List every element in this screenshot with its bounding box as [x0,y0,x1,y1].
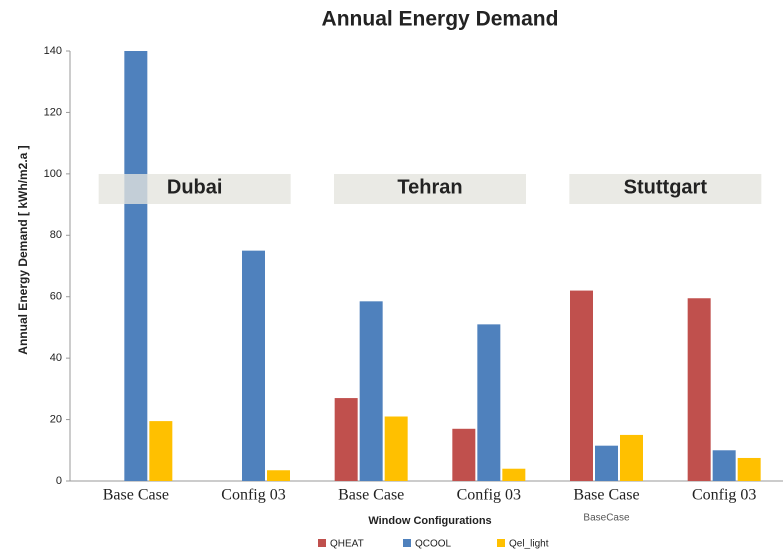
bar [242,250,265,481]
x-tick-label: Config 03 [457,487,521,504]
y-tick-label: 20 [50,413,62,425]
group-banner [334,174,526,204]
x-tick-label: Base Case [338,487,404,504]
y-tick-label: 80 [50,229,62,241]
legend-label: Qel_light [509,539,549,550]
y-tick-label: 120 [44,106,62,118]
bar [570,290,593,481]
bar [267,470,290,481]
group-label: Stuttgart [624,176,708,198]
legend-swatch [318,539,326,547]
y-tick-label: 60 [50,291,62,303]
legend-swatch [403,539,411,547]
x-tick-label: Base Case [103,487,169,504]
bar [334,398,358,481]
bar [687,298,711,481]
bar [477,324,501,481]
group-label: Tehran [397,176,462,198]
bar [620,434,643,481]
x-tick-label: Config 03 [221,487,285,504]
y-axis-label: Annual Energy Demand [ kWh/m2.a ] [16,145,30,354]
bar [149,421,173,481]
group-banner [98,174,291,204]
bar [737,457,761,481]
bar [359,301,383,481]
group-banner [569,174,762,204]
x-axis-label: Window Configurations [368,515,491,527]
y-tick-label: 100 [44,168,62,180]
bar [384,416,408,481]
y-tick-label: 0 [56,475,62,487]
y-tick-label: 140 [44,45,62,57]
legend-swatch [497,539,505,547]
chart-title: Annual Energy Demand [322,8,559,31]
bar [595,445,618,481]
x-tick-label: Config 03 [692,487,756,504]
annotation: BaseCase [583,513,630,524]
group-label: Dubai [167,176,223,198]
x-tick-label: Base Case [573,487,639,504]
y-tick-label: 40 [50,352,62,364]
legend-label: QHEAT [330,539,364,550]
legend-label: QCOOL [415,539,452,550]
bar [452,428,476,481]
bar [124,51,148,481]
bar [712,450,736,481]
bar [502,468,526,481]
